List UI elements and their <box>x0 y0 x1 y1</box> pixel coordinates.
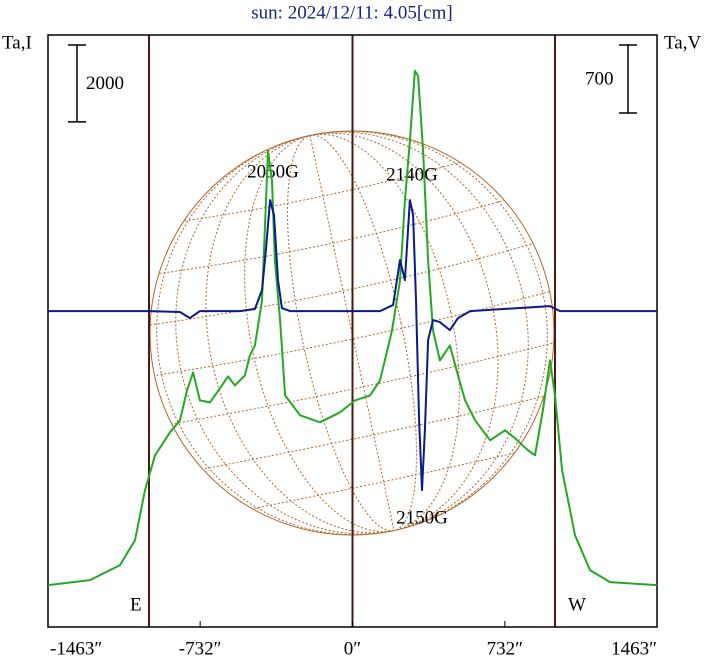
i-scale-bar-label: 2000 <box>86 73 124 94</box>
limb-label: E <box>130 594 142 615</box>
series-layer <box>48 69 657 587</box>
series-line <box>48 199 657 492</box>
limb-label: W <box>568 594 586 615</box>
x-tick-label: 0″ <box>344 638 361 659</box>
v-scale-bar-label: 700 <box>585 68 614 89</box>
x-tick-label: 1463″ <box>611 638 657 659</box>
x-tick-label: 732″ <box>487 638 523 659</box>
limb-lines <box>148 35 556 627</box>
chart-title: sun: 2024/12/11: 4.05[cm] <box>251 2 452 23</box>
y2-axis-label: Ta,V <box>664 32 701 53</box>
x-tick-label: -732″ <box>179 638 222 659</box>
annotation: 2140G <box>386 164 438 185</box>
series-line <box>48 69 657 587</box>
annotation: 2050G <box>247 161 299 182</box>
y-axis-label: Ta,I <box>2 32 32 53</box>
x-tick-label: -1463″ <box>50 638 102 659</box>
annotation: 2150G <box>396 507 448 528</box>
